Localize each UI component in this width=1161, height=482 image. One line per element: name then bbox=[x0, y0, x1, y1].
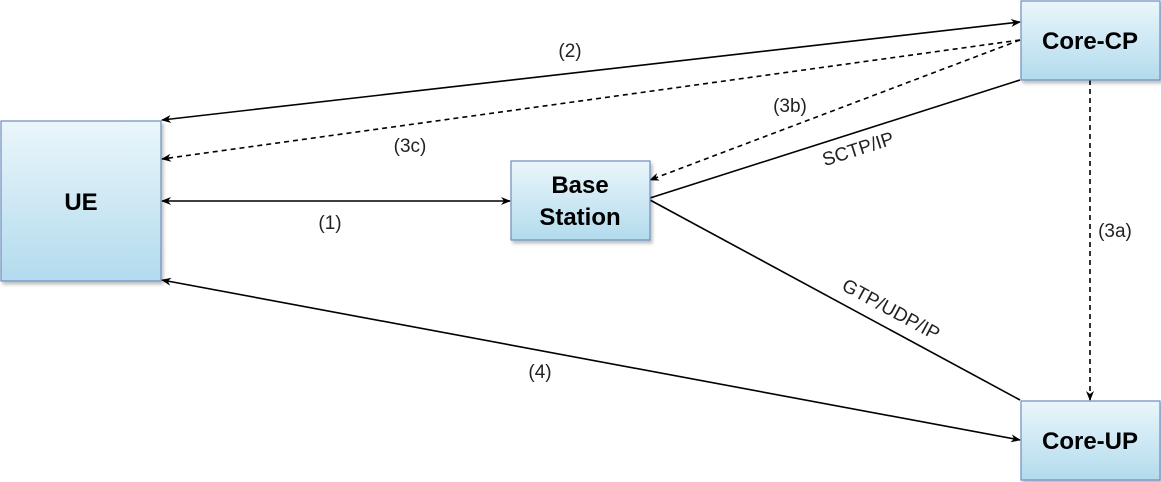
edge-label-step3b: (3b) bbox=[773, 96, 807, 117]
node-base-station-label-line2: Station bbox=[539, 204, 620, 231]
edge-label-step3a: (3a) bbox=[1098, 221, 1132, 242]
edge-label-step1: (1) bbox=[318, 213, 341, 234]
edge-label-sctp-ip: SCTP/IP bbox=[820, 129, 897, 171]
node-core-cp-label: Core-CP bbox=[1042, 28, 1138, 55]
edge-core-cp-ue bbox=[161, 19, 1021, 123]
node-base-station[interactable]: Base Station bbox=[510, 160, 651, 241]
node-base-station-label-line1: Base bbox=[551, 172, 608, 199]
node-ue-label: UE bbox=[64, 189, 97, 216]
edge-sctp-ip bbox=[649, 79, 1021, 199]
edge-ue-core-up bbox=[161, 277, 1021, 443]
edge-label-step3c: (3c) bbox=[394, 136, 427, 157]
node-core-cp[interactable]: Core-CP bbox=[1020, 0, 1161, 81]
node-core-up[interactable]: Core-UP bbox=[1020, 400, 1161, 481]
edge-label-step2: (2) bbox=[558, 41, 581, 62]
node-core-up-label: Core-UP bbox=[1042, 428, 1138, 455]
edge-core-cp-ue-dashed bbox=[161, 39, 1021, 162]
edge-gtp-udp-ip bbox=[649, 199, 1021, 401]
node-ue[interactable]: UE bbox=[0, 120, 162, 282]
edge-core-cp-base-station-dashed bbox=[649, 39, 1021, 181]
edge-label-step4: (4) bbox=[528, 362, 551, 383]
